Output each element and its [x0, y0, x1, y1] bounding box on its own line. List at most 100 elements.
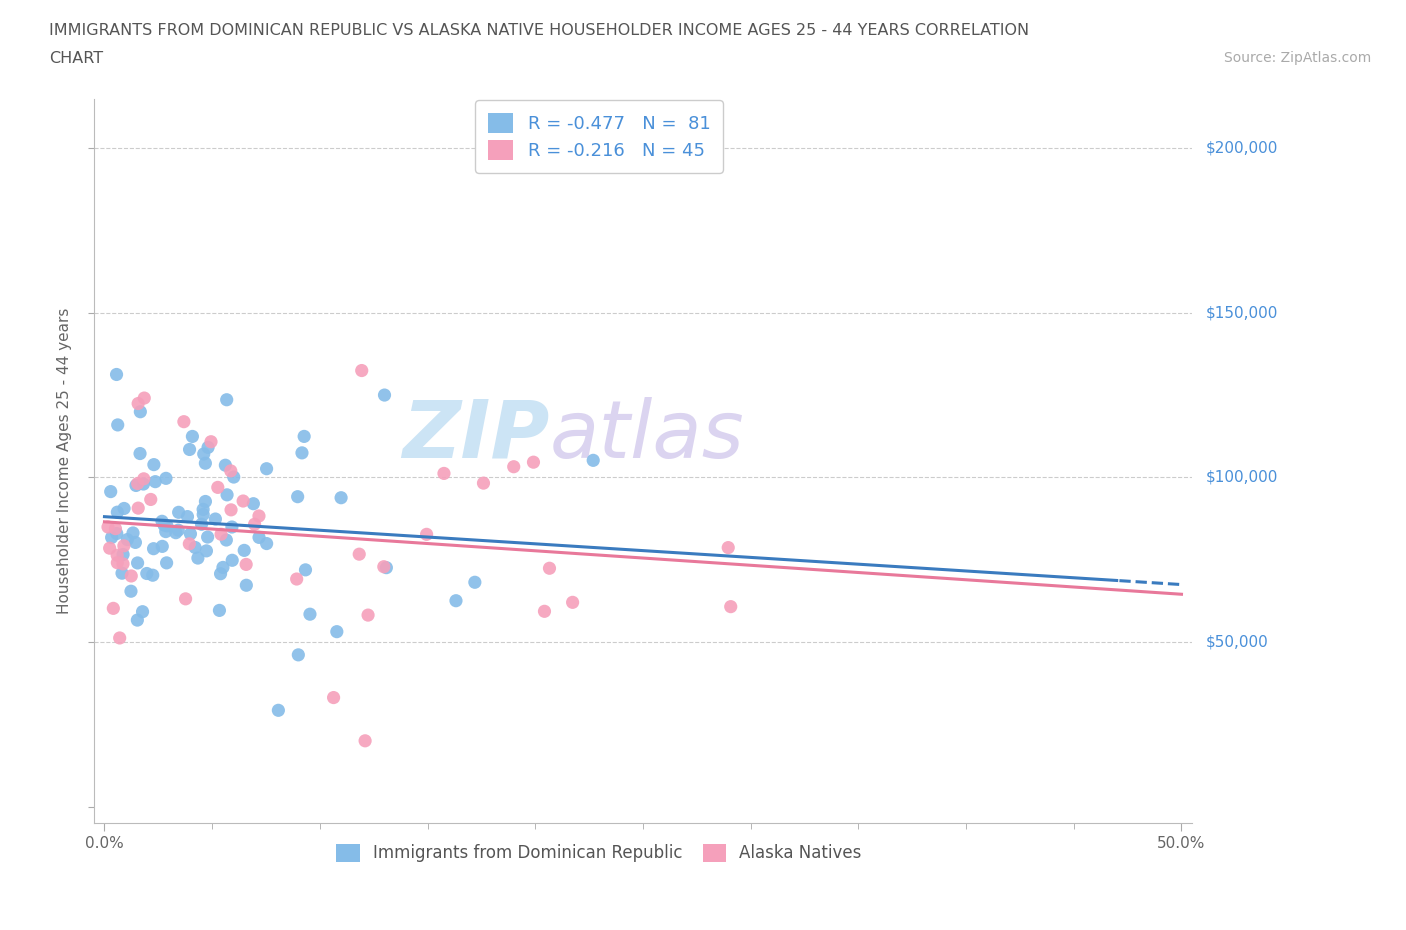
Point: [167, 523, 190, 538]
Point: [191, 502, 214, 517]
Point: [127, 555, 149, 570]
Point: [120, 568, 142, 583]
Point: [214, 458, 236, 472]
Point: [111, 565, 134, 580]
Point: [298, 606, 321, 621]
Point: [98, 540, 121, 555]
Point: [373, 559, 395, 574]
Point: [194, 494, 217, 509]
Point: [193, 446, 215, 461]
Point: [156, 555, 179, 570]
Point: [104, 521, 127, 536]
Point: [111, 556, 134, 571]
Point: [107, 418, 129, 432]
Point: [176, 509, 198, 524]
Point: [181, 429, 204, 444]
Point: [354, 734, 377, 749]
Point: [242, 497, 264, 512]
Point: [129, 446, 152, 461]
Point: [139, 492, 162, 507]
Point: [247, 509, 270, 524]
Point: [221, 552, 243, 567]
Point: [108, 631, 131, 645]
Point: [194, 456, 217, 471]
Text: IMMIGRANTS FROM DOMINICAN REPUBLIC VS ALASKA NATIVE HOUSEHOLDER INCOME AGES 25 -: IMMIGRANTS FROM DOMINICAN REPUBLIC VS AL…: [49, 23, 1029, 38]
Text: $50,000: $50,000: [1206, 634, 1268, 649]
Point: [433, 466, 456, 481]
Point: [247, 530, 270, 545]
Point: [173, 414, 195, 429]
Point: [717, 540, 740, 555]
Point: [100, 485, 122, 499]
Point: [132, 476, 155, 491]
Point: [156, 518, 179, 533]
Point: [155, 525, 177, 539]
Point: [122, 525, 145, 540]
Point: [105, 526, 128, 541]
Point: [285, 572, 308, 587]
Point: [464, 575, 486, 590]
Point: [215, 533, 238, 548]
Point: [347, 547, 370, 562]
Point: [142, 458, 165, 472]
Point: [292, 429, 315, 444]
Text: Source: ZipAtlas.com: Source: ZipAtlas.com: [1223, 51, 1371, 65]
Point: [132, 472, 155, 486]
Point: [127, 500, 149, 515]
Point: [720, 599, 742, 614]
Point: [120, 584, 142, 599]
Point: [124, 535, 146, 550]
Point: [472, 475, 495, 490]
Point: [322, 690, 344, 705]
Point: [243, 517, 266, 532]
Point: [179, 526, 201, 541]
Point: [221, 520, 243, 535]
Legend: Immigrants from Dominican Republic, Alaska Natives: Immigrants from Dominican Republic, Alas…: [330, 837, 869, 870]
Point: [235, 557, 257, 572]
Point: [235, 578, 257, 592]
Point: [143, 474, 166, 489]
Point: [153, 517, 176, 532]
Point: [174, 591, 197, 606]
Y-axis label: Householder Income Ages 25 - 44 years: Householder Income Ages 25 - 44 years: [58, 308, 72, 614]
Point: [197, 440, 219, 455]
Point: [256, 461, 278, 476]
Point: [127, 476, 149, 491]
Point: [287, 647, 309, 662]
Point: [233, 543, 256, 558]
Point: [219, 502, 242, 517]
Point: [287, 489, 309, 504]
Point: [561, 595, 583, 610]
Point: [209, 566, 232, 581]
Point: [127, 613, 149, 628]
Point: [219, 463, 242, 478]
Point: [134, 391, 156, 405]
Point: [373, 388, 395, 403]
Text: $100,000: $100,000: [1206, 470, 1278, 485]
Point: [103, 601, 125, 616]
Point: [215, 487, 238, 502]
Point: [200, 434, 222, 449]
Point: [105, 548, 128, 563]
Point: [155, 471, 177, 485]
Point: [415, 527, 437, 542]
Point: [330, 490, 353, 505]
Point: [105, 505, 128, 520]
Point: [112, 547, 135, 562]
Point: [204, 512, 226, 526]
Point: [135, 566, 157, 581]
Point: [129, 405, 152, 419]
Point: [187, 551, 209, 565]
Text: $150,000: $150,000: [1206, 305, 1278, 320]
Point: [357, 607, 380, 622]
Point: [112, 501, 135, 516]
Point: [222, 470, 245, 485]
Point: [190, 517, 212, 532]
Point: [112, 538, 135, 553]
Point: [179, 537, 201, 551]
Point: [207, 480, 229, 495]
Point: [150, 514, 173, 529]
Point: [294, 563, 316, 578]
Point: [209, 526, 232, 541]
Point: [165, 525, 187, 540]
